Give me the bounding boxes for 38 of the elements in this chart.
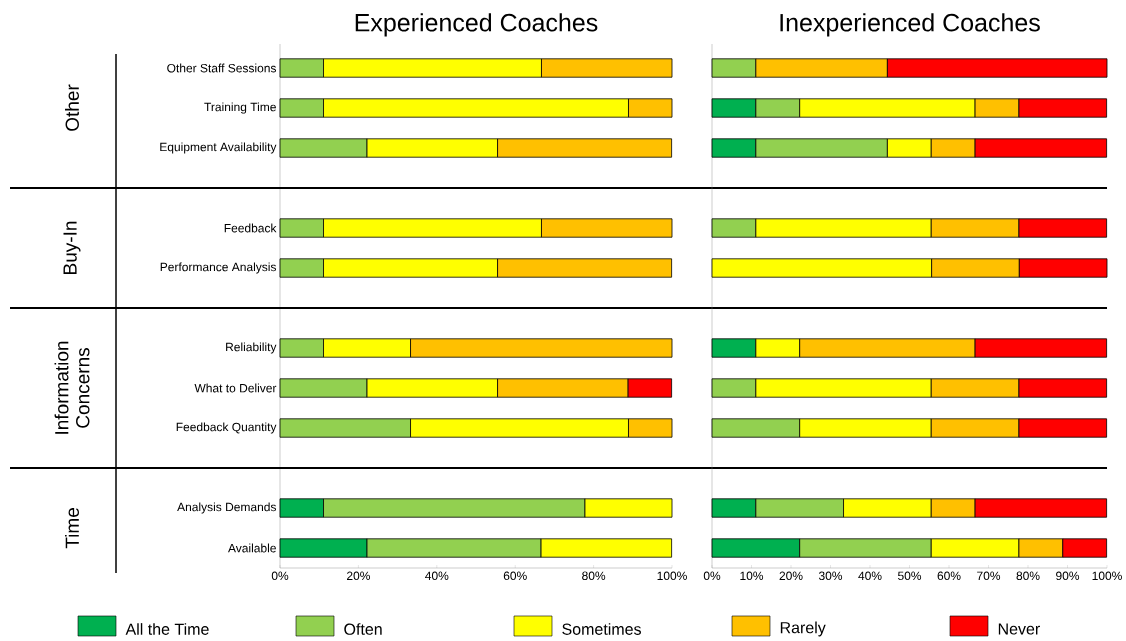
legend-label: Rarely <box>780 621 826 637</box>
x-tick-label: 20% <box>779 571 803 581</box>
x-tick-label: 100% <box>657 571 687 581</box>
y-tick-label: Available <box>228 543 276 553</box>
chart-title: Experienced Coaches <box>355 13 598 37</box>
text: Information Concerns <box>54 341 90 434</box>
x-tick-label: 10% <box>740 571 764 581</box>
y-tick-label: What to Deliver <box>194 383 277 393</box>
x-tick-label: 60% <box>503 571 527 581</box>
legend-label: Sometimes <box>562 623 641 635</box>
text: Time <box>65 508 79 549</box>
x-tick-label: 40% <box>858 571 882 581</box>
text: Other <box>65 84 79 131</box>
y-tick-label: Equipment Availability <box>160 142 277 154</box>
x-tick-label: 90% <box>1056 571 1080 581</box>
x-tick-label: 50% <box>897 571 922 581</box>
x-tick-label: 70% <box>977 571 1001 581</box>
x-tick-label: 80% <box>582 571 606 581</box>
x-tick-label: 80% <box>1016 571 1040 581</box>
x-tick-label: 40% <box>425 571 449 581</box>
y-tick-label: Other Staff Sessions <box>167 63 277 73</box>
x-tick-label: 60% <box>937 571 961 581</box>
y-tick-label: Reliability <box>226 342 277 354</box>
x-tick-label: 30% <box>818 571 843 581</box>
y-tick-label: Feedback <box>224 223 277 233</box>
y-tick-label: Performance Analysis <box>160 262 277 274</box>
legend-label: Never <box>998 623 1040 635</box>
y-tick-label: Feedback Quantity <box>176 422 277 434</box>
y-tick-label: Analysis Demands <box>177 502 277 514</box>
legend-label: All the Time <box>125 623 209 635</box>
x-tick-label: 100% <box>1092 571 1122 581</box>
x-tick-label: 0% <box>271 571 289 581</box>
x-tick-label: 0% <box>703 571 721 581</box>
chart-title: Inexperienced Coaches <box>780 13 1040 37</box>
x-tick-label: 20% <box>346 571 370 581</box>
y-tick-label: Training Time <box>204 102 276 114</box>
text: Buy-In <box>63 221 81 274</box>
legend-label: Often <box>344 623 382 635</box>
